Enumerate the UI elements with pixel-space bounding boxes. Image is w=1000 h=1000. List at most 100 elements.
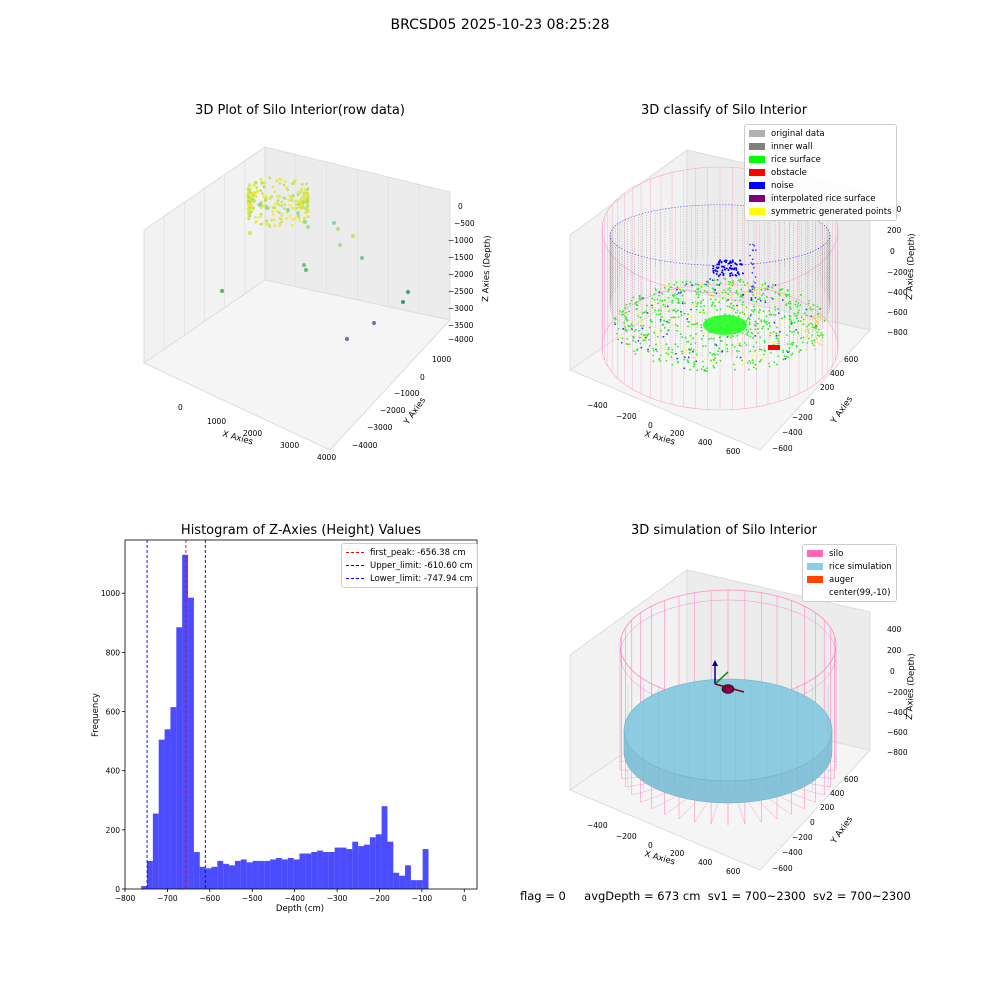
legend-swatch bbox=[749, 208, 765, 215]
raw-point bbox=[271, 206, 275, 209]
raw-point bbox=[247, 214, 251, 217]
rice-surface-point bbox=[661, 299, 664, 302]
rice-surface-point bbox=[622, 313, 625, 316]
raw-point bbox=[278, 217, 282, 221]
rice-surface-point bbox=[760, 359, 763, 361]
rice-surface-point bbox=[681, 336, 684, 339]
raw-point bbox=[279, 178, 283, 181]
rice-surface-point bbox=[794, 303, 797, 306]
rice-surface-point bbox=[660, 329, 662, 332]
rice-surface-point bbox=[755, 322, 758, 325]
raw-point bbox=[270, 194, 274, 198]
rice-surface-point bbox=[756, 322, 759, 325]
raw-point bbox=[299, 201, 303, 205]
rice-surface-point bbox=[697, 288, 700, 290]
rice-surface-point bbox=[779, 335, 782, 338]
raw-xtick: 0 bbox=[178, 403, 183, 412]
raw-plot-title: 3D Plot of Silo Interior(row data) bbox=[195, 103, 405, 118]
rice-surface-point bbox=[703, 311, 705, 314]
rice-surface-point bbox=[659, 299, 662, 302]
raw-point bbox=[253, 182, 257, 186]
noise-point bbox=[751, 258, 754, 261]
rice-surface-point bbox=[752, 284, 754, 287]
rice-surface-point bbox=[759, 311, 762, 313]
raw-ytick: −4000 bbox=[352, 441, 378, 450]
rice-surface-point bbox=[642, 297, 644, 300]
rice-surface-point bbox=[641, 353, 644, 356]
histogram-bar bbox=[223, 863, 230, 889]
raw-zlabel: Z Axies (Depth) bbox=[481, 235, 493, 302]
raw-point bbox=[296, 193, 300, 197]
rice-surface-point bbox=[703, 283, 706, 286]
rice-surface-point bbox=[733, 345, 736, 348]
noise-point bbox=[729, 260, 732, 263]
rice-surface-point bbox=[764, 301, 767, 304]
histogram-bar bbox=[188, 597, 194, 889]
rice-surface-point bbox=[634, 302, 637, 304]
rice-surface-point bbox=[740, 293, 742, 296]
noise-point bbox=[712, 271, 715, 274]
rice-surface-point bbox=[667, 346, 670, 349]
rice-surface-point bbox=[692, 350, 694, 353]
rice-surface-point bbox=[706, 291, 709, 293]
rice-surface-point bbox=[764, 352, 767, 355]
rice-surface-point bbox=[714, 357, 717, 359]
rice-surface-point bbox=[628, 346, 630, 348]
rice-surface-point bbox=[743, 311, 746, 314]
rice-surface-point bbox=[737, 315, 740, 318]
noise-point bbox=[721, 271, 724, 274]
rice-surface-point bbox=[653, 304, 656, 306]
rice-surface-point bbox=[762, 310, 765, 313]
symmetric-point bbox=[814, 323, 817, 326]
rice-surface-point bbox=[766, 323, 768, 326]
rice-surface-point bbox=[777, 355, 780, 357]
rice-surface-point bbox=[715, 298, 717, 301]
raw-point bbox=[302, 263, 306, 267]
rice-surface-point bbox=[633, 300, 636, 303]
rice-surface-point bbox=[714, 343, 716, 346]
avg-depth-value: avgDepth = 673 cm bbox=[584, 889, 701, 903]
legend-swatch bbox=[807, 563, 823, 570]
rice-surface-point bbox=[696, 369, 698, 372]
rice-surface-point bbox=[764, 321, 767, 324]
rice-surface-point bbox=[802, 336, 805, 339]
rice-surface-point bbox=[719, 282, 722, 284]
rice-surface-point bbox=[693, 305, 695, 308]
raw-point bbox=[278, 181, 282, 185]
rice-surface-point bbox=[739, 299, 742, 301]
histogram-bar bbox=[281, 859, 288, 889]
rice-surface-point bbox=[640, 324, 642, 327]
rice-surface-point bbox=[686, 340, 688, 343]
noise-point bbox=[735, 267, 738, 270]
symmetric-point bbox=[805, 348, 808, 351]
rice-surface-point bbox=[653, 331, 656, 334]
rice-surface-point bbox=[733, 281, 736, 283]
symmetric-point bbox=[814, 328, 817, 331]
rice-surface-point bbox=[811, 323, 814, 326]
rice-surface-point bbox=[659, 360, 662, 363]
legend-label: auger bbox=[829, 574, 854, 585]
rice-surface-point bbox=[789, 315, 792, 318]
rice-surface-point bbox=[752, 305, 755, 308]
rice-surface-point bbox=[680, 314, 683, 316]
rice-surface-point bbox=[778, 330, 781, 333]
raw-point bbox=[253, 199, 257, 203]
rice-surface-point bbox=[720, 340, 723, 342]
rice-surface-point bbox=[697, 293, 700, 296]
rice-surface-point bbox=[689, 315, 692, 318]
legend-item: first_peak: -656.38 cm bbox=[346, 546, 473, 559]
rice-surface-point bbox=[638, 329, 641, 332]
rice-surface-point bbox=[702, 309, 705, 311]
histogram-bar bbox=[287, 857, 294, 889]
rice-surface-point bbox=[635, 328, 637, 331]
rice-surface-point bbox=[683, 312, 686, 315]
histogram-bar bbox=[258, 860, 265, 889]
raw-point bbox=[271, 185, 275, 189]
rice-surface-point bbox=[651, 297, 654, 300]
rice-surface-point bbox=[700, 285, 703, 288]
rice-surface-point bbox=[755, 300, 758, 303]
rice-surface-point bbox=[751, 355, 754, 358]
rice-surface-point bbox=[680, 290, 683, 293]
histogram-ytick: 0 bbox=[115, 885, 120, 894]
rice-surface-point bbox=[763, 339, 766, 342]
